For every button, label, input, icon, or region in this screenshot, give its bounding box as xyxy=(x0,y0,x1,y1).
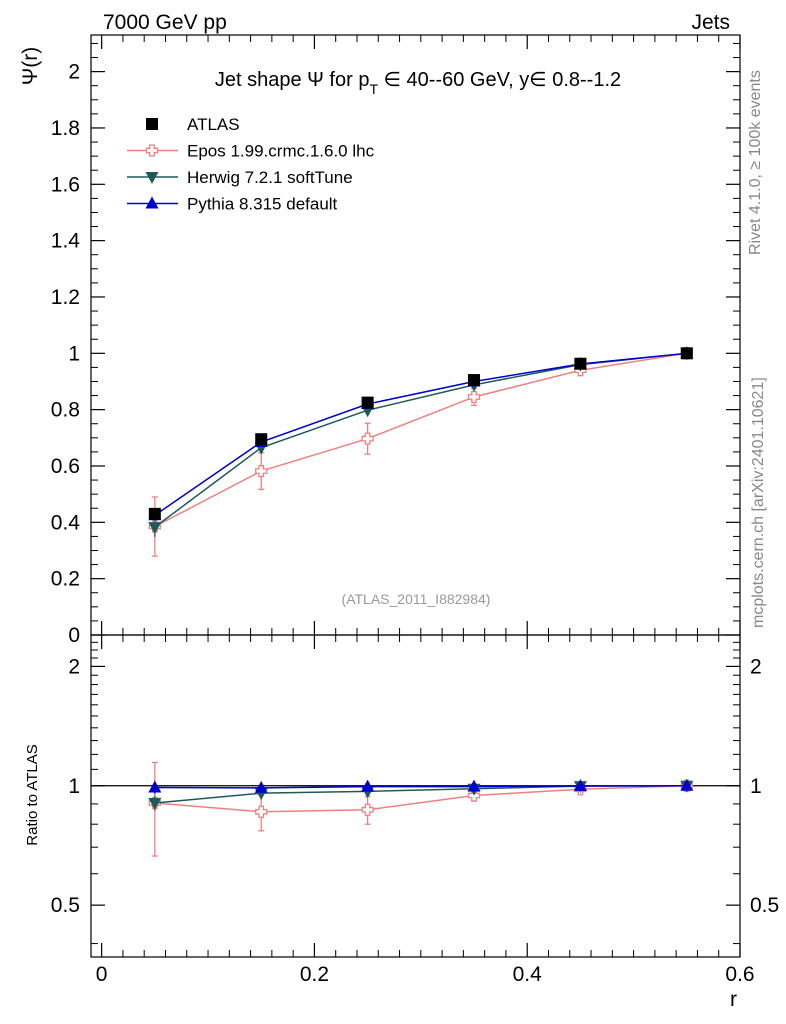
x-tick-label: 0 xyxy=(96,963,108,986)
legend-marker-atlas xyxy=(146,118,158,130)
y-tick-label: 0.8 xyxy=(51,399,80,422)
ratio-y-ticks: 0.5 0.5 1 1 2 2 xyxy=(51,641,779,945)
main-point-atlas xyxy=(361,396,374,409)
main-point-epos xyxy=(255,464,268,478)
y-tick-label: 1.2 xyxy=(51,286,80,309)
y-tick-label: 0 xyxy=(68,624,80,647)
legend-label-atlas: ATLAS xyxy=(187,115,240,134)
main-point-atlas xyxy=(574,357,587,370)
y-tick-label: 1.8 xyxy=(51,117,80,140)
legend-label-herwig: Herwig 7.2.1 softTune xyxy=(187,168,353,187)
ratio-line-pythia xyxy=(154,785,687,789)
chart-title-prefix: Jet shape Ψ for p xyxy=(215,69,370,91)
ratio-point-herwig xyxy=(148,797,162,810)
chart-title-suffix: ∈ 40--60 GeV, y∈ 0.8--1.2 xyxy=(378,69,621,91)
ratio-point-epos xyxy=(255,805,268,818)
main-point-atlas xyxy=(148,507,161,520)
ratio-frame xyxy=(90,634,741,958)
main-watermark: (ATLAS_2011_I882984) xyxy=(342,591,491,607)
main-line-epos xyxy=(154,352,687,528)
ratio-point-pythia xyxy=(573,778,587,791)
chart-title-sub: T xyxy=(369,81,378,97)
legend-label-epos: Epos 1.99.crmc.1.6.0 lhc xyxy=(187,142,375,161)
ratio-point-pythia xyxy=(467,779,481,792)
main-series xyxy=(148,346,694,557)
header-left: 7000 GeV pp xyxy=(103,11,227,34)
ratio-point-pythia xyxy=(361,779,375,792)
y-tick-label: 2 xyxy=(68,61,80,84)
legend-marker-herwig xyxy=(145,172,159,184)
ratio-y-tick-label-right: 1 xyxy=(750,775,762,798)
header-right: Jets xyxy=(691,11,730,34)
ratio-point-pythia xyxy=(680,778,694,791)
y-tick-label: 0.2 xyxy=(51,568,80,591)
ratio-y-tick-label: 0.5 xyxy=(51,894,80,917)
ratio-series xyxy=(91,761,740,857)
x-axis-label: r xyxy=(730,988,737,1011)
main-y-ticks: 0 0.2 0.4 0.6 0.8 1 1.2 1.4 1.6 1.8 2 xyxy=(51,42,740,647)
rivet-label: Rivet 4.1.0, ≥ 100k events xyxy=(747,70,764,255)
y-tick-label: 0.4 xyxy=(51,511,81,534)
main-point-atlas xyxy=(680,347,693,360)
ratio-y-label: Ratio to ATLAS xyxy=(24,744,41,845)
ratio-point-epos xyxy=(361,803,374,816)
main-line-herwig xyxy=(154,352,687,528)
ratio-point-pythia xyxy=(148,780,162,793)
chart-title: Jet shape Ψ for pT ∈ 40--60 GeV, y∈ 0.8-… xyxy=(215,69,621,97)
x-tick-label: 0.4 xyxy=(513,963,543,986)
main-point-atlas xyxy=(468,374,481,387)
main-y-label: Ψ(r) xyxy=(19,47,42,86)
mcplots-label: mcplots.cern.ch [arXiv:2401.10621] xyxy=(750,377,767,628)
ratio-y-tick-label: 2 xyxy=(68,655,80,678)
ratio-y-tick-label-right: 2 xyxy=(750,655,762,678)
x-tick-label: 0.6 xyxy=(725,963,754,986)
main-point-epos xyxy=(361,432,374,445)
y-tick-label: 1.6 xyxy=(51,173,80,196)
ratio-y-tick-label: 1 xyxy=(68,775,80,798)
legend-marker-pythia xyxy=(145,196,159,209)
y-tick-label: 0.6 xyxy=(51,455,80,478)
y-tick-label: 1 xyxy=(68,342,80,365)
y-tick-label: 1.4 xyxy=(51,230,81,253)
ratio-y-tick-label-right: 0.5 xyxy=(750,894,779,917)
main-panel: 0 0.2 0.4 0.6 0.8 1 1.2 1.4 1.6 1.8 2 (ATLAS_2011_… xyxy=(19,34,741,647)
main-line-pythia xyxy=(154,352,687,516)
legend-label-pythia: Pythia 8.315 default xyxy=(187,195,338,214)
legend: ATLAS Epos 1.99.crmc.1.6.0 lhc Herwig 7.2.… xyxy=(127,115,375,214)
main-point-atlas xyxy=(255,433,268,446)
legend-marker-epos xyxy=(145,144,159,157)
ratio-panel: 0.5 0.5 1 1 2 2 Ratio to ATLAS xyxy=(24,634,779,958)
main-point-epos xyxy=(467,390,481,404)
main-point-herwig xyxy=(148,522,162,535)
x-axis-ticks: 0 0.2 0.4 0.6 xyxy=(96,35,755,986)
x-tick-label: 0.2 xyxy=(300,963,329,986)
ratio-line-epos xyxy=(154,785,687,813)
ratio-point-pythia xyxy=(254,780,268,793)
